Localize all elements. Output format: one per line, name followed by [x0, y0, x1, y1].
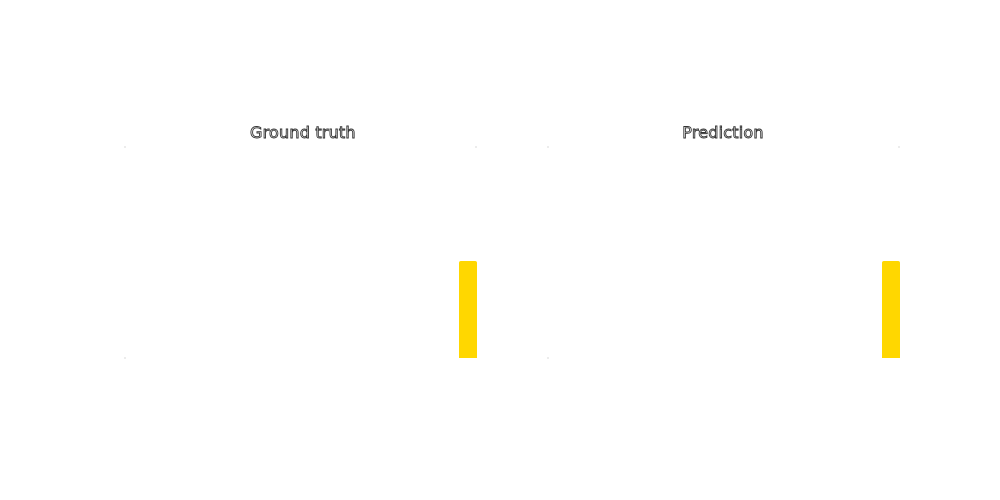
prediction-title: Prediction — [682, 123, 764, 143]
prediction-corner-bl — [547, 357, 549, 359]
ground-truth-corner-bl — [124, 357, 126, 359]
ground-truth-corner-tr — [475, 146, 477, 148]
prediction-corner-tl — [547, 146, 549, 148]
prediction-bar — [882, 261, 900, 358]
ground-truth-bar — [459, 261, 477, 358]
prediction-corner-tr — [898, 146, 900, 148]
ground-truth-title: Ground truth — [250, 123, 356, 143]
ground-truth-corner-tl — [124, 146, 126, 148]
